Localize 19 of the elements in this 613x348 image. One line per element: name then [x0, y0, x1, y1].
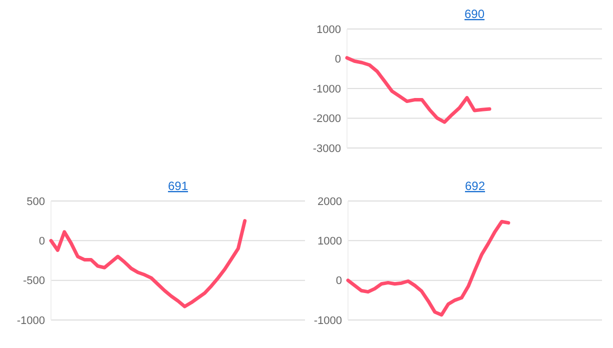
chart-title: 692: [464, 179, 486, 193]
y-tick-label: 0: [336, 275, 342, 288]
chart-title: 691: [168, 179, 188, 193]
y-tick-label: -500: [22, 275, 45, 288]
y-tick-label: -1000: [16, 314, 45, 327]
y-tick-label: 1000: [318, 236, 342, 248]
y-tick-label: -3000: [312, 142, 341, 155]
y-tick-label: -1000: [314, 314, 342, 327]
y-tick-label: 2000: [318, 196, 342, 208]
y-tick-label: 0: [38, 236, 45, 248]
line-series: [49, 219, 247, 308]
chart-title: 690: [464, 7, 485, 21]
line-series: [345, 56, 492, 124]
y-tick-label: -2000: [312, 113, 341, 126]
y-tick-label: 500: [26, 196, 45, 208]
y-tick-label: 0: [334, 54, 341, 66]
y-tick-label: 1000: [316, 24, 341, 36]
y-tick-label: -1000: [312, 83, 341, 96]
line-series: [346, 220, 510, 317]
